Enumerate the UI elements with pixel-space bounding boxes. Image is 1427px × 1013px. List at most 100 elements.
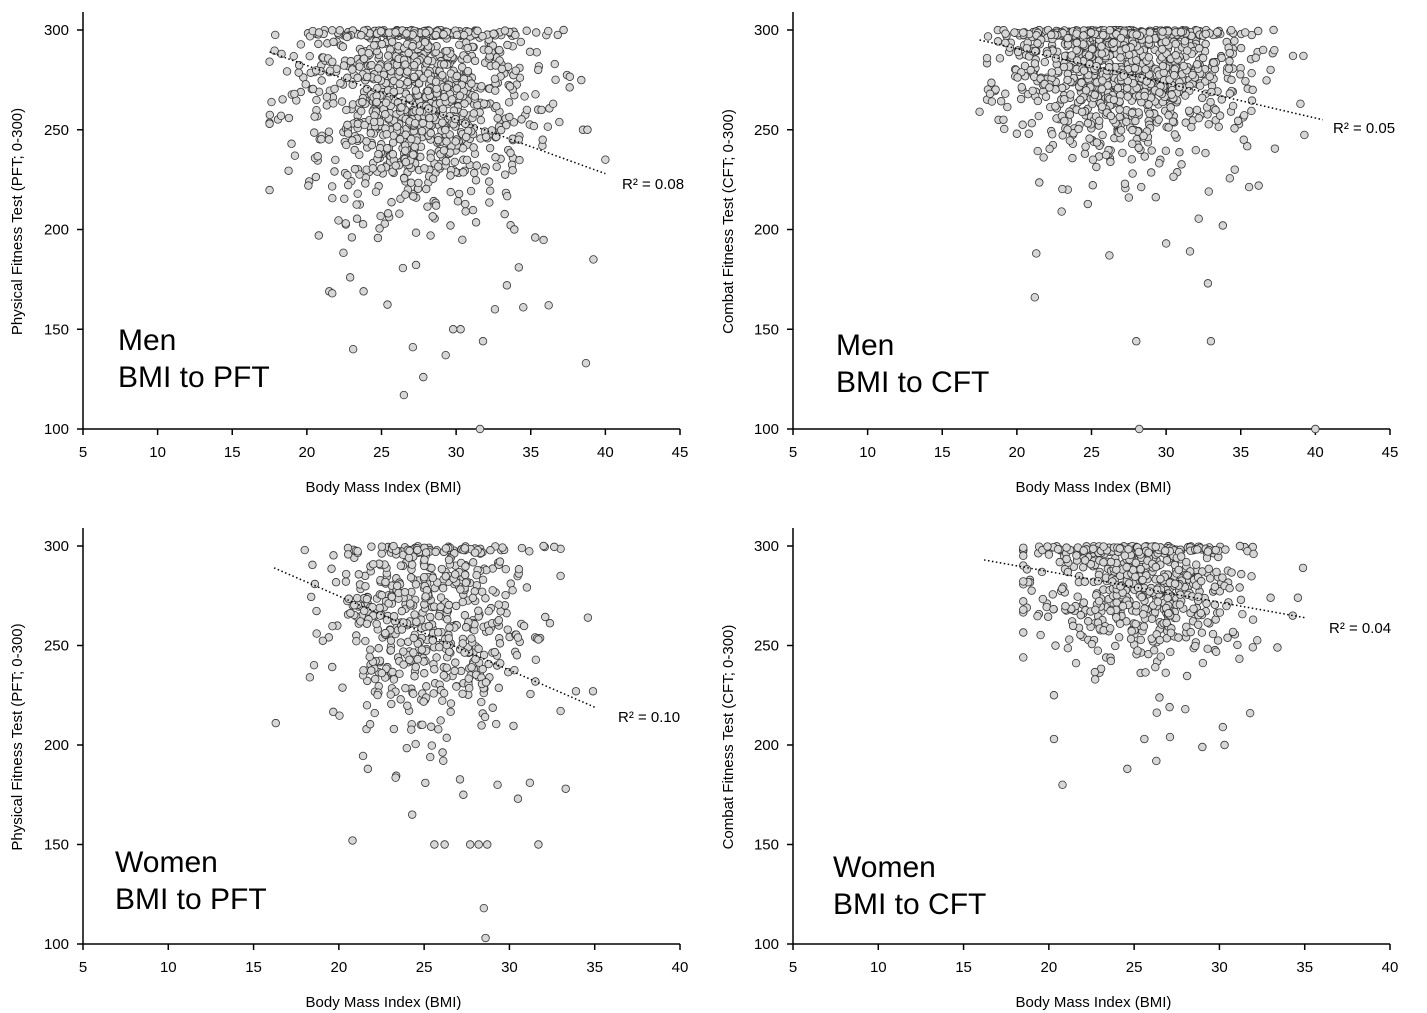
data-point <box>381 110 390 119</box>
data-point <box>376 27 386 36</box>
data-point <box>550 59 559 69</box>
data-point <box>491 132 501 142</box>
data-point <box>1088 181 1097 190</box>
data-point <box>478 664 487 674</box>
data-point <box>421 28 430 38</box>
data-point <box>1101 150 1111 160</box>
data-point <box>1138 575 1147 585</box>
data-point <box>583 125 592 134</box>
data-point <box>361 636 370 646</box>
data-point <box>1247 96 1257 105</box>
data-point <box>1165 732 1175 742</box>
data-point <box>1068 621 1078 631</box>
data-point <box>399 618 408 627</box>
data-point <box>265 57 274 66</box>
data-point <box>503 40 512 50</box>
data-point <box>1051 102 1060 111</box>
data-point <box>362 137 371 146</box>
data-point <box>1098 130 1107 140</box>
data-point <box>426 153 435 162</box>
data-point <box>538 135 547 144</box>
data-point <box>370 708 379 718</box>
data-point <box>391 773 400 782</box>
data-point <box>1189 604 1198 614</box>
data-point <box>343 170 352 180</box>
x-tick-label: 10 <box>160 959 177 976</box>
data-point <box>1227 568 1236 577</box>
x-tick-label: 5 <box>79 959 87 976</box>
data-point <box>396 561 406 570</box>
data-point <box>406 573 416 582</box>
data-point <box>1191 641 1200 651</box>
data-point <box>472 161 481 170</box>
data-point <box>1288 51 1298 61</box>
data-point <box>1063 33 1072 43</box>
data-point <box>469 109 478 118</box>
data-point <box>539 235 548 245</box>
data-point <box>1230 124 1239 133</box>
data-point <box>550 542 559 552</box>
data-point <box>314 28 324 37</box>
data-point <box>1040 57 1050 67</box>
data-point <box>494 683 504 693</box>
data-point <box>513 633 523 642</box>
data-point <box>364 48 373 58</box>
data-point <box>347 233 357 242</box>
data-point <box>1012 129 1022 138</box>
data-point <box>1194 44 1204 53</box>
data-point <box>1010 28 1019 37</box>
data-point <box>1253 636 1262 645</box>
panel-label-line: BMI to CFT <box>833 888 986 921</box>
data-point <box>380 219 389 228</box>
data-point <box>442 46 451 56</box>
data-point <box>313 152 322 161</box>
r-squared-label: R² = 0.08 <box>622 176 684 193</box>
data-point <box>301 80 310 89</box>
data-point <box>1089 544 1098 553</box>
x-tick-label: 20 <box>1009 444 1026 461</box>
data-point <box>363 676 372 686</box>
data-point <box>1203 644 1212 654</box>
data-point <box>1181 704 1190 714</box>
data-point <box>525 547 534 556</box>
data-point <box>1116 33 1126 43</box>
data-point <box>1123 764 1132 774</box>
data-point <box>456 585 465 594</box>
data-point <box>305 673 315 682</box>
data-point <box>1198 658 1208 668</box>
data-point <box>490 305 500 314</box>
data-point <box>355 150 364 160</box>
data-point <box>497 64 507 74</box>
data-point <box>1048 590 1058 599</box>
x-tick-label: 40 <box>1382 959 1399 976</box>
data-point <box>410 118 420 128</box>
data-point <box>509 721 518 731</box>
data-point <box>383 209 393 218</box>
data-point <box>1127 108 1137 118</box>
data-point <box>1019 577 1028 586</box>
data-point <box>329 37 338 47</box>
data-point <box>1084 617 1093 626</box>
data-point <box>358 220 368 229</box>
data-point <box>271 30 280 40</box>
data-point <box>1233 640 1242 650</box>
data-point <box>1201 29 1210 39</box>
y-tick-label: 250 <box>754 638 779 655</box>
data-point <box>463 66 473 76</box>
data-point <box>324 135 334 144</box>
data-point <box>1057 207 1066 216</box>
data-point <box>1156 574 1165 584</box>
data-point <box>413 545 422 555</box>
data-point <box>1166 647 1175 657</box>
data-point <box>1058 131 1067 140</box>
data-point <box>305 51 314 61</box>
data-point <box>1013 73 1022 82</box>
data-point <box>396 695 405 704</box>
data-point <box>463 54 472 64</box>
data-point <box>1192 560 1201 569</box>
r-squared-label: R² = 0.04 <box>1329 620 1391 637</box>
data-point <box>1127 626 1136 636</box>
data-point <box>500 26 510 35</box>
data-point <box>1230 36 1239 46</box>
